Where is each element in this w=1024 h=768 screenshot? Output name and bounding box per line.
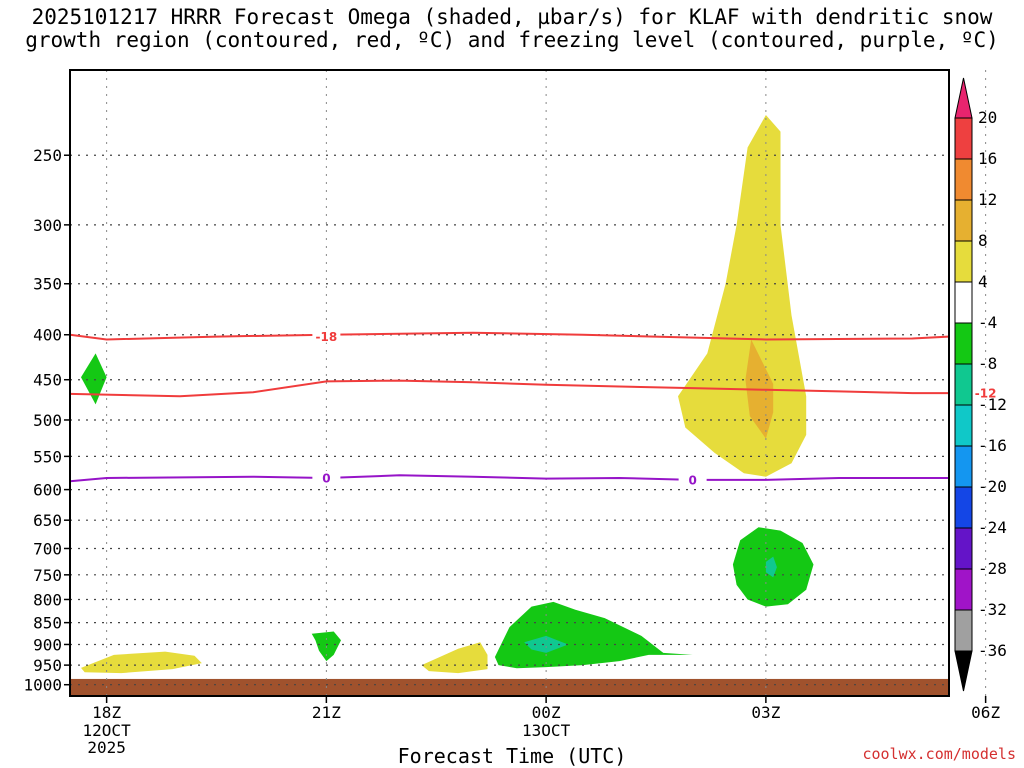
colorbar-label-3: 8 <box>978 231 988 250</box>
plot-frame <box>69 69 950 697</box>
colorbar-bin-6 <box>954 363 973 406</box>
x-tick-label-06Z: 06Z <box>971 703 1000 722</box>
x-tick-label-03Z: 03Z <box>751 703 780 722</box>
contour-label-0-1: 0 <box>688 473 696 487</box>
colorbar-bin-8 <box>954 445 973 488</box>
colorbar-bin-7 <box>954 404 973 447</box>
contour-label-0-0: 0 <box>322 471 330 485</box>
chart-title-line1: 2025101217 HRRR Forecast Omega (shaded, … <box>31 5 993 29</box>
y-tick-label-350: 350 <box>33 275 62 294</box>
credit-link[interactable]: coolwx.com/models <box>862 745 1016 763</box>
colorbar-top-arrow <box>954 77 973 119</box>
colorbar-bin-0 <box>954 117 973 160</box>
colorbar-bin-10 <box>954 527 973 570</box>
x-tick-sublabel-18Z-0: 12OCT <box>83 721 132 740</box>
y-tick-label-600: 600 <box>33 481 62 500</box>
y-tick-label-500: 500 <box>33 411 62 430</box>
x-tick-sublabel-00Z-0: 13OCT <box>522 721 571 740</box>
omega-region-4 <box>421 642 488 674</box>
contour-label-bg-0-0 <box>312 470 341 484</box>
y-tick-label-950: 950 <box>33 656 62 675</box>
y-tick-label-900: 900 <box>33 635 62 654</box>
chart-title-line2: growth region (contoured, red, ºC) and f… <box>25 28 999 52</box>
contour--12 <box>69 379 950 398</box>
colorbar-bin-11 <box>954 568 973 611</box>
colorbar-bin-12 <box>954 609 973 652</box>
omega-region-5 <box>81 353 107 405</box>
colorbar-label-10: -24 <box>978 518 1007 537</box>
x-tick-label-00Z: 00Z <box>532 703 561 722</box>
colorbar-label-8: -16 <box>978 436 1007 455</box>
colorbar-bin-2 <box>954 199 973 242</box>
colorbar-bin-4 <box>954 281 973 324</box>
colorbar-label-9: -20 <box>978 477 1007 496</box>
colorbar-label-12: -32 <box>978 600 1007 619</box>
y-tick-label-750: 750 <box>33 566 62 585</box>
omega-region-7 <box>494 601 693 669</box>
contour-label--18-0: -18 <box>316 330 338 344</box>
omega-region-0 <box>678 115 807 477</box>
y-tick-label-800: 800 <box>33 590 62 609</box>
y-tick-label-300: 300 <box>33 216 62 235</box>
colorbar-label-2: 12 <box>978 190 997 209</box>
x-axis-label: Forecast Time (UTC) <box>397 744 627 768</box>
y-tick-label-400: 400 <box>33 326 62 345</box>
contour-0 <box>69 474 950 483</box>
colorbar-label-4: 4 <box>978 272 988 291</box>
contour-label-bg--18-0 <box>312 329 341 343</box>
omega-region-8 <box>524 635 569 653</box>
colorbar-label-5: -4 <box>978 313 997 332</box>
ground-surface <box>70 678 949 696</box>
colorbar-bin-1 <box>954 158 973 201</box>
contour-label-bg-0-1 <box>678 472 707 486</box>
chart-title: 2025101217 HRRR Forecast Omega (shaded, … <box>0 6 1024 52</box>
contour--18 <box>69 331 950 341</box>
colorbar-label-1: 16 <box>978 149 997 168</box>
colorbar-label-7: -12 <box>978 395 1007 414</box>
colorbar-bin-9 <box>954 486 973 529</box>
x-tick-label-18Z: 18Z <box>92 703 121 722</box>
omega-region-3 <box>81 651 202 674</box>
y-tick-label-700: 700 <box>33 539 62 558</box>
x-tick-label-21Z: 21Z <box>312 703 341 722</box>
y-tick-label-450: 450 <box>33 371 62 390</box>
colorbar-bottom-arrow <box>954 650 973 692</box>
omega-region-10 <box>765 556 777 578</box>
colorbar-label-13: -36 <box>978 641 1007 660</box>
colorbar-bin-3 <box>954 240 973 283</box>
y-tick-label-550: 550 <box>33 447 62 466</box>
y-tick-label-850: 850 <box>33 614 62 633</box>
colorbar-label-6: -8 <box>978 354 997 373</box>
y-tick-label-1000: 1000 <box>23 676 62 695</box>
colorbar-label-0: 20 <box>978 108 997 127</box>
contour-label--12-0: -12 <box>975 387 997 401</box>
y-tick-label-650: 650 <box>33 511 62 530</box>
colorbar-bin-5 <box>954 322 973 365</box>
contour-label-bg--12-0 <box>971 386 1000 400</box>
y-tick-label-250: 250 <box>33 146 62 165</box>
x-tick-sublabel-18Z-1: 2025 <box>87 738 126 757</box>
colorbar-label-11: -28 <box>978 559 1007 578</box>
